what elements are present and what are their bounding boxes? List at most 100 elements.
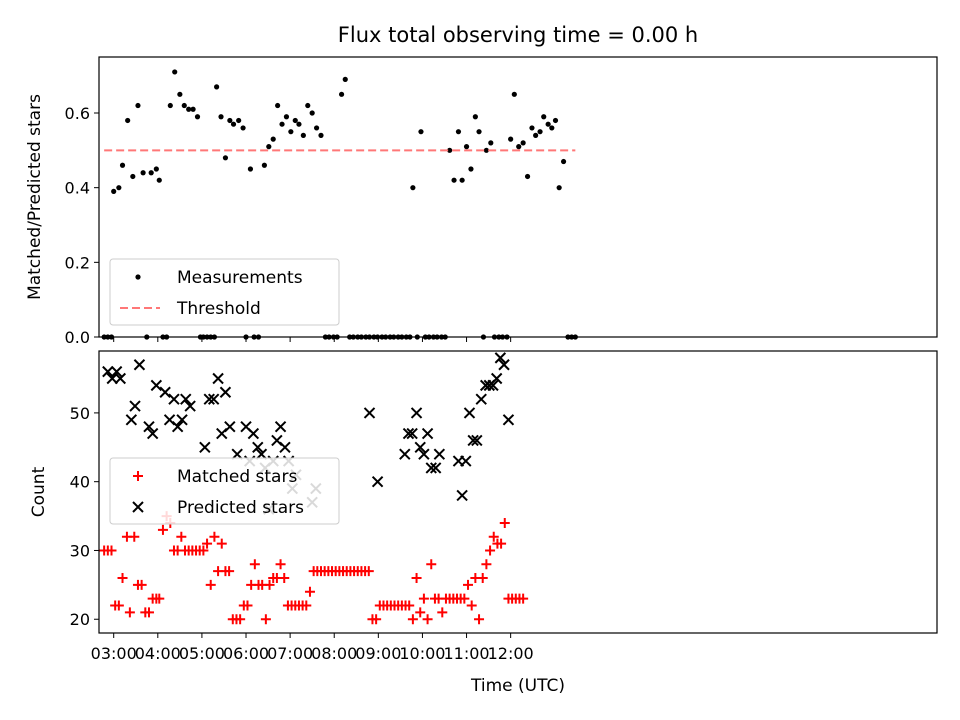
y-tick-label: 0.4 [65, 179, 90, 198]
data-point [496, 538, 507, 549]
series-matched-stars [99, 511, 529, 625]
x-tick-label: 11:00 [443, 644, 489, 663]
data-point [363, 407, 376, 419]
data-point [274, 420, 287, 433]
data-point [498, 359, 510, 371]
data-point [184, 400, 196, 412]
data-point [474, 614, 485, 625]
x-tick-label: 06:00 [223, 644, 269, 663]
data-point [421, 427, 434, 440]
data-point [487, 379, 499, 392]
y-tick-label: 50 [70, 404, 90, 423]
data-point [180, 393, 192, 405]
data-point [207, 393, 220, 405]
data-point [111, 188, 117, 194]
data-point [146, 427, 159, 440]
data-point [407, 614, 418, 625]
data-point [216, 538, 227, 549]
data-point [117, 572, 128, 583]
data-point [154, 593, 165, 604]
data-point [467, 434, 479, 447]
data-point [227, 117, 233, 124]
plot-frame [98, 350, 938, 634]
data-point [477, 572, 488, 583]
data-point [148, 170, 154, 176]
data-point [483, 147, 489, 153]
data-point [371, 475, 384, 488]
data-point [410, 185, 416, 191]
data-point [176, 531, 187, 542]
data-point [242, 600, 253, 611]
data-point [279, 441, 291, 454]
data-point [176, 414, 188, 426]
data-point [411, 572, 422, 583]
data-point [133, 359, 146, 371]
data-point [300, 132, 306, 138]
data-point [309, 110, 315, 116]
data-point [560, 158, 567, 165]
data-point [451, 177, 457, 183]
data-point [533, 132, 539, 138]
data-point [471, 434, 483, 447]
data-point [186, 106, 192, 112]
data-point [125, 414, 138, 426]
data-point [476, 129, 482, 135]
data-point [460, 455, 472, 467]
data-point [224, 566, 235, 577]
data-point [235, 614, 246, 625]
data-point [172, 69, 178, 75]
data-point [508, 136, 514, 142]
x-tick-label: 05:00 [179, 644, 225, 663]
x-tick-label: 09:00 [355, 644, 401, 663]
data-point [304, 586, 315, 597]
data-point [459, 593, 470, 604]
data-point [466, 600, 477, 611]
data-point [136, 579, 147, 590]
data-point [415, 607, 426, 618]
data-point [296, 121, 302, 127]
data-point [313, 125, 320, 131]
data-point [490, 372, 503, 385]
data-point [140, 170, 146, 176]
data-point [114, 372, 127, 385]
data-point [288, 129, 294, 135]
data-point [414, 441, 426, 454]
top-panel: 0.0 0.2 0.4 0.6 Matched/Predicted stars Measu… [25, 56, 938, 347]
data-point [159, 386, 171, 398]
y-tick-label: 0.6 [65, 104, 90, 123]
data-point [156, 177, 162, 183]
data-point [167, 102, 173, 109]
data-point [463, 407, 476, 419]
data-point [292, 117, 298, 124]
data-point [342, 76, 348, 82]
legend-label: Matched stars [177, 467, 297, 487]
data-point [124, 607, 135, 618]
data-point [433, 448, 446, 460]
data-point [106, 372, 118, 385]
y-axis-title: Matched/Predicted stars [25, 94, 45, 300]
data-point [363, 566, 374, 577]
data-point [402, 427, 415, 440]
data-point [125, 117, 131, 124]
data-point [511, 91, 517, 97]
data-point [106, 545, 117, 556]
data-point [549, 125, 555, 131]
data-point [261, 162, 267, 168]
legend-marker [135, 274, 141, 280]
y-tick-label: 0.2 [65, 253, 90, 272]
data-point [275, 559, 286, 570]
data-point [447, 147, 453, 153]
data-point [552, 117, 559, 124]
data-point [247, 166, 254, 172]
data-point [130, 173, 136, 180]
data-point [236, 117, 242, 124]
data-point [150, 379, 163, 392]
x-tick-label: 07:00 [267, 644, 313, 663]
legend-label: Predicted stars [177, 498, 304, 518]
data-point [266, 144, 272, 150]
data-point [116, 185, 122, 191]
chart-title: Flux total observing time = 0.00 h [338, 23, 698, 47]
x-tick-label: 12:00 [488, 644, 534, 663]
data-point [371, 614, 382, 625]
y-tick-label: 30 [70, 541, 90, 560]
